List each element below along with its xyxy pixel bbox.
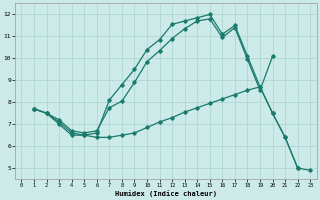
X-axis label: Humidex (Indice chaleur): Humidex (Indice chaleur) (115, 190, 217, 197)
